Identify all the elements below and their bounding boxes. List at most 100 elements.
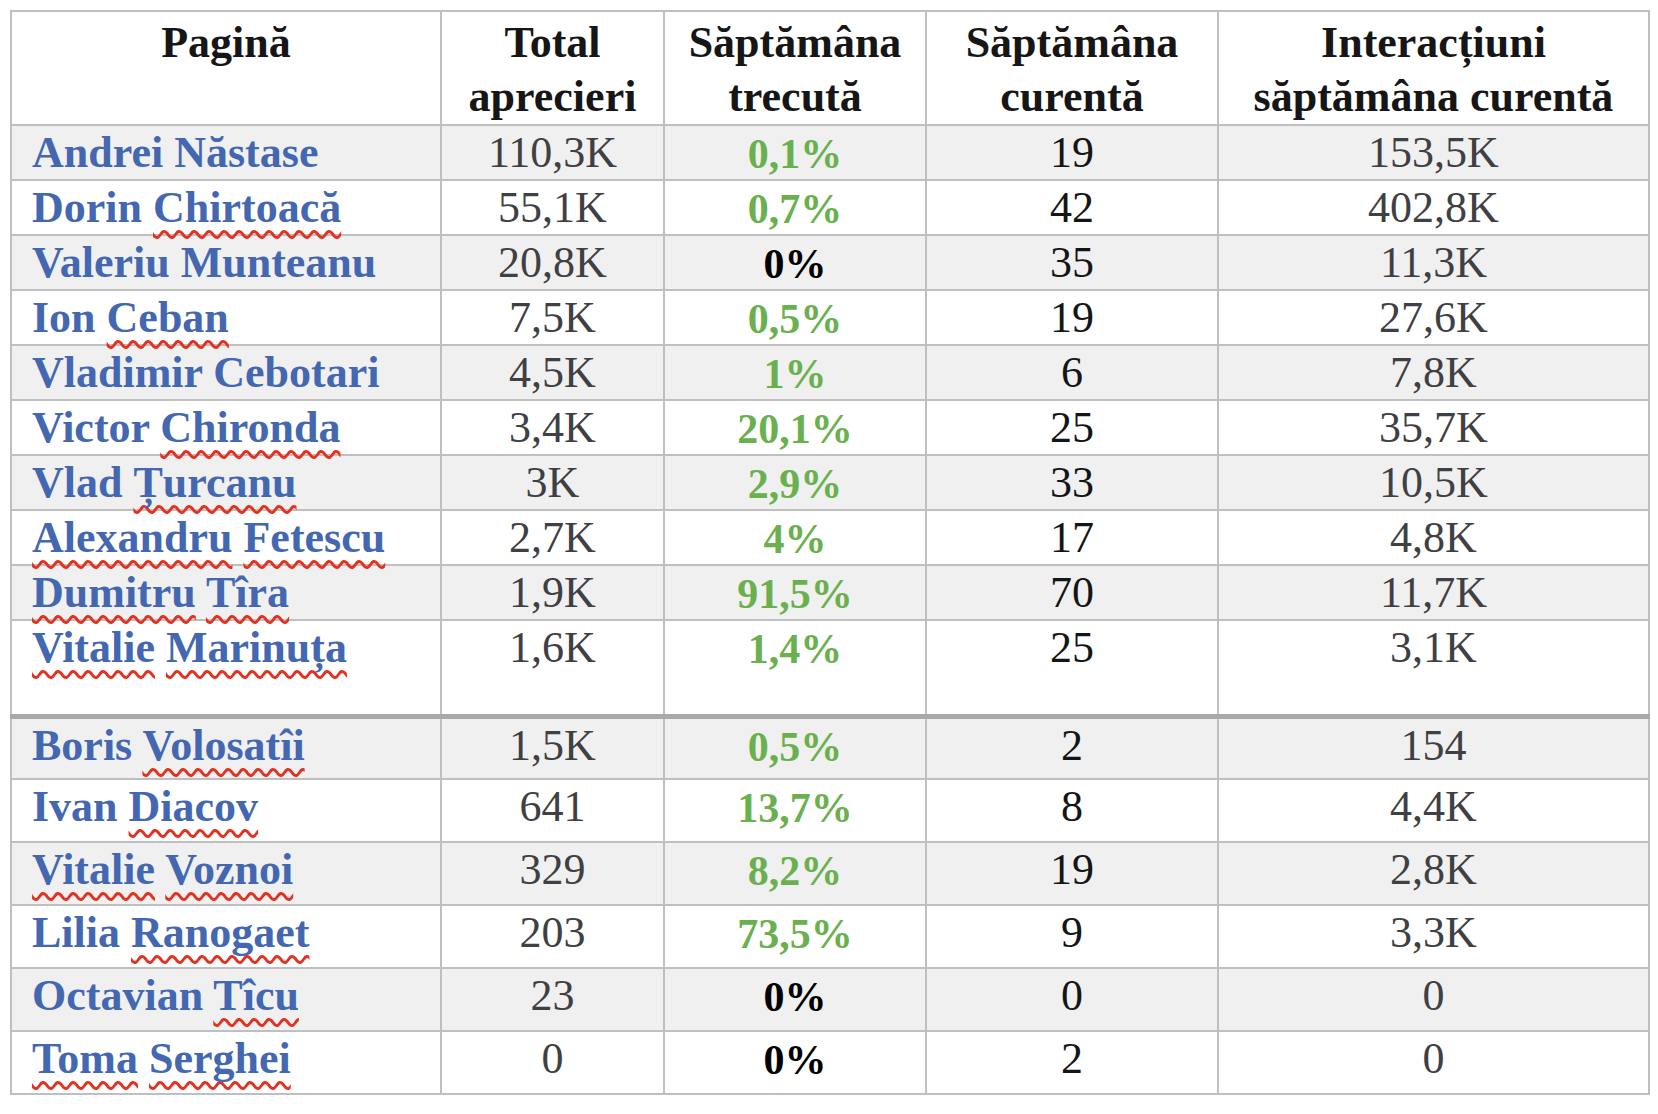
total-likes-value: 2,7K (441, 510, 664, 565)
table-row: Boris Volosatîi1,5K0,5%2154 (11, 716, 1649, 779)
total-likes-value: 329 (441, 842, 664, 905)
page-name-word: Vlad (32, 458, 122, 507)
header-row: Pagină Total aprecieri Săptămâna trecută… (11, 11, 1649, 125)
stats-table: Pagină Total aprecieri Săptămâna trecută… (10, 10, 1650, 1095)
table-row: Vitalie Voznoi3298,2%192,8K (11, 842, 1649, 905)
page-name-word: Boris (32, 721, 132, 770)
total-likes-value: 0 (441, 1031, 664, 1094)
page-name-link[interactable]: Alexandru Fetescu (11, 510, 441, 565)
page-name-word: Țurcanu (133, 458, 296, 507)
page-name-word: Năstase (174, 128, 318, 177)
page-name-link[interactable]: Vladimir Cebotari (11, 345, 441, 400)
table-row: Andrei Năstase110,3K0,1%19153,5K (11, 125, 1649, 180)
page-name-word: Dumitru (32, 568, 196, 617)
page-name-link[interactable]: Dumitru Tîra (11, 565, 441, 620)
column-header-total-likes: Total aprecieri (441, 11, 664, 125)
page-name-link[interactable]: Vitalie Marinuța (11, 620, 441, 716)
last-week-change-value: 4% (664, 510, 926, 565)
table-row: Dumitru Tîra1,9K91,5%7011,7K (11, 565, 1649, 620)
last-week-change-value: 8,2% (664, 842, 926, 905)
table-row: Victor Chironda3,4K20,1%2535,7K (11, 400, 1649, 455)
page-name-word: Vladimir (32, 348, 202, 397)
current-week-value: 33 (926, 455, 1218, 510)
last-week-change-value: 91,5% (664, 565, 926, 620)
current-week-value: 19 (926, 290, 1218, 345)
interactions-value: 3,3K (1218, 905, 1649, 968)
page-name-word: Valeriu (32, 238, 170, 287)
page-name-word: Alexandru (32, 513, 232, 562)
page-name-word: Munteanu (181, 238, 377, 287)
page-name-link[interactable]: Victor Chironda (11, 400, 441, 455)
page-name-link[interactable]: Vitalie Voznoi (11, 842, 441, 905)
page-name-word: Tîra (206, 568, 289, 617)
page-name-word: Tîcu (213, 971, 299, 1020)
page-name-link[interactable]: Ivan Diacov (11, 779, 441, 842)
total-likes-value: 110,3K (441, 125, 664, 180)
current-week-value: 6 (926, 345, 1218, 400)
page-name-word: Vitalie (32, 623, 155, 672)
table-row: Lilia Ranogaet20373,5%93,3K (11, 905, 1649, 968)
page-name-word: Lilia (32, 908, 120, 957)
last-week-change-value: 0,7% (664, 180, 926, 235)
page-name-word: Fetescu (243, 513, 385, 562)
table-row: Valeriu Munteanu20,8K0%3511,3K (11, 235, 1649, 290)
total-likes-value: 3K (441, 455, 664, 510)
page-name-word: Victor (32, 403, 149, 452)
page-name-link[interactable]: Vlad Țurcanu (11, 455, 441, 510)
table-row: Vladimir Cebotari4,5K1%67,8K (11, 345, 1649, 400)
page-name-word: Serghei (149, 1034, 291, 1083)
page-name-word: Vitalie (32, 845, 155, 894)
total-likes-value: 1,6K (441, 620, 664, 716)
interactions-value: 154 (1218, 716, 1649, 779)
interactions-value: 0 (1218, 968, 1649, 1031)
table-row: Octavian Tîcu230%00 (11, 968, 1649, 1031)
page-name-word: Dorin (32, 183, 142, 232)
page-name-word: Marinuța (166, 623, 347, 672)
last-week-change-value: 0,5% (664, 290, 926, 345)
column-header-interactions: Interacțiuni săptămâna curentă (1218, 11, 1649, 125)
total-likes-value: 1,9K (441, 565, 664, 620)
interactions-value: 10,5K (1218, 455, 1649, 510)
table-row: Ion Ceban7,5K0,5%1927,6K (11, 290, 1649, 345)
interactions-value: 153,5K (1218, 125, 1649, 180)
page-name-word: Diacov (129, 782, 259, 831)
current-week-value: 35 (926, 235, 1218, 290)
total-likes-value: 7,5K (441, 290, 664, 345)
interactions-value: 27,6K (1218, 290, 1649, 345)
current-week-value: 2 (926, 716, 1218, 779)
page-name-link[interactable]: Toma Serghei (11, 1031, 441, 1094)
page: Pagină Total aprecieri Săptămâna trecută… (0, 0, 1658, 1105)
page-name-link[interactable]: Octavian Tîcu (11, 968, 441, 1031)
page-name-link[interactable]: Dorin Chirtoacă (11, 180, 441, 235)
last-week-change-value: 1,4% (664, 620, 926, 716)
interactions-value: 2,8K (1218, 842, 1649, 905)
last-week-change-value: 0,5% (664, 716, 926, 779)
page-name-link[interactable]: Ion Ceban (11, 290, 441, 345)
current-week-value: 25 (926, 620, 1218, 716)
total-likes-value: 20,8K (441, 235, 664, 290)
current-week-value: 17 (926, 510, 1218, 565)
total-likes-value: 3,4K (441, 400, 664, 455)
page-name-link[interactable]: Lilia Ranogaet (11, 905, 441, 968)
current-week-value: 42 (926, 180, 1218, 235)
table-row: Vitalie Marinuța1,6K1,4%253,1K (11, 620, 1649, 716)
interactions-value: 11,7K (1218, 565, 1649, 620)
column-header-last-week: Săptămâna trecută (664, 11, 926, 125)
total-likes-value: 1,5K (441, 716, 664, 779)
interactions-value: 11,3K (1218, 235, 1649, 290)
table-row: Dorin Chirtoacă55,1K0,7%42402,8K (11, 180, 1649, 235)
current-week-value: 19 (926, 125, 1218, 180)
interactions-value: 3,1K (1218, 620, 1649, 716)
interactions-value: 402,8K (1218, 180, 1649, 235)
page-name-word: Ceban (107, 293, 229, 342)
column-header-current-week: Săptămâna curentă (926, 11, 1218, 125)
interactions-value: 35,7K (1218, 400, 1649, 455)
table-row: Toma Serghei00%20 (11, 1031, 1649, 1094)
page-name-link[interactable]: Andrei Năstase (11, 125, 441, 180)
last-week-change-value: 0,1% (664, 125, 926, 180)
page-name-word: Voznoi (165, 845, 293, 894)
page-name-link[interactable]: Valeriu Munteanu (11, 235, 441, 290)
page-name-link[interactable]: Boris Volosatîi (11, 716, 441, 779)
current-week-value: 9 (926, 905, 1218, 968)
last-week-change-value: 20,1% (664, 400, 926, 455)
